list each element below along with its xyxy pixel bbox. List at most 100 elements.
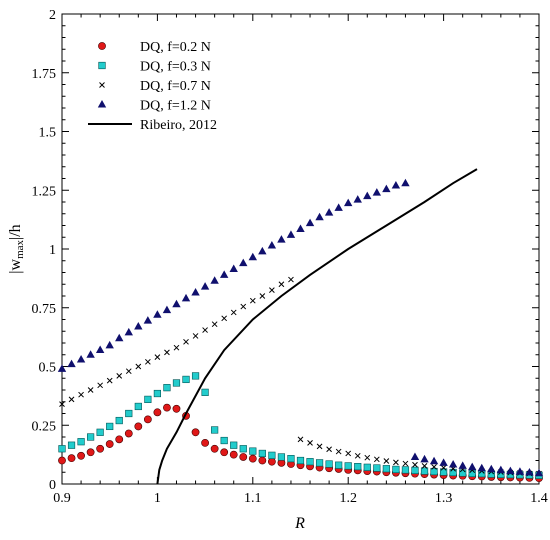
y-tick-label: 0.5 [39,361,57,376]
cross-stroke [145,358,151,365]
data-point [219,270,229,278]
legend-label: DQ, f=0.3 N [140,60,211,75]
data-point [105,440,114,448]
cross-stroke [316,443,323,450]
data-point [326,446,332,453]
data-point [105,340,114,349]
data-point [125,409,133,418]
data-point [420,467,429,475]
data-point [124,429,133,438]
legend-item: DQ, f=0.3 N [98,60,211,75]
cross-stroke [106,377,113,384]
data-point [78,391,84,398]
data-point [143,316,153,324]
data-point [392,465,400,474]
cross-stroke [364,454,371,461]
data-point [59,401,65,407]
data-point [77,438,85,446]
data-point [58,456,66,465]
cross-stroke [192,333,199,339]
legend-item: Ribeiro, 2012 [88,118,217,133]
data-point [382,184,391,193]
cross-stroke [440,464,447,471]
data-point [287,455,295,463]
data-point [259,293,266,299]
cross-stroke [59,401,65,407]
cross-stroke [288,276,294,283]
data-point [220,448,229,457]
series-3 [57,178,544,477]
data-point [201,438,209,447]
data-point [164,349,170,356]
data-point [57,364,67,372]
data-point [106,422,114,431]
data-point [202,327,208,333]
data-point [96,428,104,436]
data-point [468,462,477,471]
data-point [201,388,209,396]
data-point [143,415,152,424]
data-point [258,456,267,465]
data-point [382,465,390,473]
cross-stroke [154,354,161,360]
data-point [439,458,448,466]
data-point [115,435,124,444]
data-point [353,195,362,203]
data-point [76,354,86,363]
data-point [134,402,142,411]
cross-stroke [230,309,237,316]
data-point [249,447,257,455]
data-point [410,452,420,460]
data-point [191,428,200,437]
data-point [86,350,95,358]
data-point [163,403,171,412]
x-tick-label: 0.9 [53,491,71,506]
data-point [354,452,361,459]
cross-stroke [269,287,275,293]
data-point [354,463,362,471]
data-point [296,224,305,233]
legend: DQ, f=0.2 N DQ, f=0.3 N DQ, f=0.7 N DQ, f=1… [88,40,217,133]
cross-stroke [173,344,180,351]
data-point [429,456,439,465]
data-point [96,444,105,453]
data-point [258,246,267,255]
data-point [211,426,219,434]
data-point [95,345,105,354]
data-point [325,460,333,468]
data-point [335,461,343,469]
data-point [153,310,162,318]
y-axis-label: |wmax|/h [7,224,26,273]
data-point [401,178,410,187]
cross-stroke [383,458,390,464]
cross-stroke [78,391,84,398]
data-point [153,408,162,417]
data-point [115,333,124,342]
data-point [286,230,296,238]
data-point [134,422,143,431]
data-point [344,198,353,207]
data-point [220,436,228,445]
cross-stroke [87,387,94,393]
data-point [297,436,304,443]
data-point [305,218,315,227]
data-point [448,459,458,468]
cross-stroke [164,349,170,356]
data-point [363,463,371,471]
data-point [487,464,496,473]
data-point [402,460,409,467]
cross-stroke [345,450,352,457]
data-point [210,276,219,284]
data-point [459,469,467,477]
data-point [458,461,467,469]
data-point [496,465,506,474]
x-tick-label: 1 [154,491,161,506]
x-tick-label: 1.3 [435,491,453,506]
x-tick-label: 1.4 [530,491,548,506]
data-point [345,450,352,457]
data-point [230,441,238,449]
data-point [172,404,181,413]
data-point [77,451,85,460]
x-tick-label: 1.2 [339,491,357,506]
legend-item: DQ, f=0.2 N [98,40,211,55]
